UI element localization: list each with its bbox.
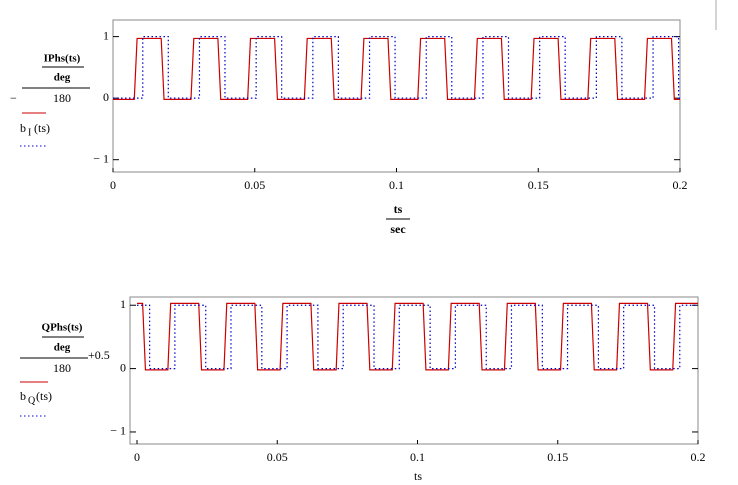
y-tick-label: 0	[120, 360, 126, 374]
plot-frame	[112, 19, 681, 173]
y-label-denominator: 180	[53, 91, 71, 105]
legend-label-suffix: (ts)	[34, 121, 50, 135]
x-tick-label: 0.05	[244, 178, 265, 192]
x-tick-label: 0.15	[547, 450, 568, 464]
x-tick-label: 0	[134, 450, 140, 464]
legend-label-sub: Q	[28, 395, 36, 406]
y-label-inner-denominator: deg	[54, 72, 71, 84]
y-label-numerator: QPhs(ts)	[42, 322, 83, 334]
x-tick-label: 0	[110, 178, 116, 192]
x-label-denominator: sec	[390, 222, 406, 236]
y-label-denominator: 180	[53, 361, 71, 375]
x-tick-label: 0.15	[528, 178, 549, 192]
series-line	[113, 36, 680, 99]
y-label-prefix: −	[10, 91, 17, 105]
y-label-numerator: IPhs(ts)	[44, 53, 81, 65]
y-tick-label: − 1	[93, 151, 109, 165]
series-line	[137, 302, 698, 371]
x-tick-label: 0.1	[410, 450, 425, 464]
legend-label-suffix: (ts)	[36, 389, 52, 403]
x-tick-label: 0.1	[389, 178, 404, 192]
y-label-inner-denominator: deg	[54, 342, 71, 354]
series-line	[137, 304, 698, 370]
plot-frame	[129, 296, 699, 445]
legend-label: b	[20, 389, 26, 403]
y-tick-label: 1	[120, 297, 126, 311]
x-tick-label: 0.2	[691, 450, 706, 464]
y-tick-label: 0	[103, 90, 109, 104]
series-line	[113, 37, 680, 100]
legend-label-sub: I	[28, 127, 31, 138]
y-label-suffix: +0.5	[88, 348, 110, 362]
x-label-numerator: ts	[394, 202, 403, 216]
legend-label: b	[20, 121, 26, 135]
x-tick-label: 0.05	[267, 450, 288, 464]
y-tick-label: − 1	[110, 424, 126, 438]
y-tick-label: 1	[103, 28, 109, 42]
x-label: ts	[414, 469, 422, 483]
x-tick-label: 0.2	[673, 178, 688, 192]
